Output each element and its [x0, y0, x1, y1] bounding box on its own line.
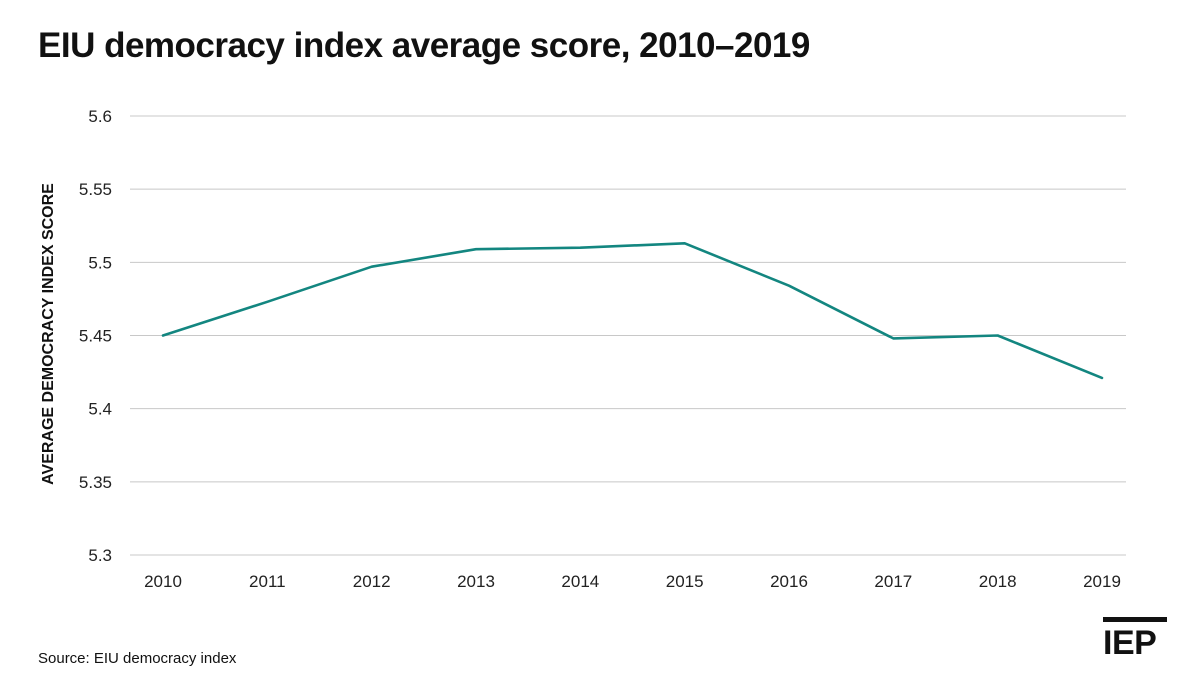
x-tick-label: 2011	[249, 572, 286, 591]
x-tick-label: 2016	[770, 572, 808, 591]
x-tick-label: 2012	[353, 572, 391, 591]
y-tick-label: 5.4	[88, 400, 112, 419]
x-tick-label: 2010	[144, 572, 182, 591]
y-tick-label: 5.35	[79, 473, 112, 492]
x-tick-label: 2013	[457, 572, 495, 591]
series-line-0	[161, 242, 1104, 380]
y-axis-ticks: 5.3 5.35 5.4 5.45 5.5 5.55 5.6	[79, 107, 112, 565]
x-tick-label: 2015	[666, 572, 704, 591]
source-note: Source: EIU democracy index	[38, 650, 237, 667]
gridlines	[130, 115, 1126, 556]
x-axis-ticks: 2010 2011 2012 2013 2014 2015 2016 2017 2018 2019	[144, 572, 1121, 591]
y-tick-label: 5.55	[79, 180, 112, 199]
y-tick-label: 5.6	[88, 107, 112, 126]
y-axis-title: AVERAGE DEMOCRACY INDEX SCORE	[40, 183, 57, 485]
y-tick-label: 5.3	[88, 546, 112, 565]
logo-bar	[1103, 617, 1167, 622]
x-tick-label: 2017	[874, 572, 912, 591]
logo-text: IEP	[1103, 624, 1157, 662]
chart-title: EIU democracy index average score, 2010–…	[38, 26, 810, 65]
x-tick-label: 2014	[561, 572, 599, 591]
iep-logo: IEP	[1103, 617, 1167, 663]
x-tick-label: 2018	[979, 572, 1017, 591]
x-tick-label: 2019	[1083, 572, 1121, 591]
series-layer	[161, 242, 1104, 380]
y-tick-label: 5.45	[79, 327, 112, 346]
y-tick-label: 5.5	[88, 253, 112, 272]
